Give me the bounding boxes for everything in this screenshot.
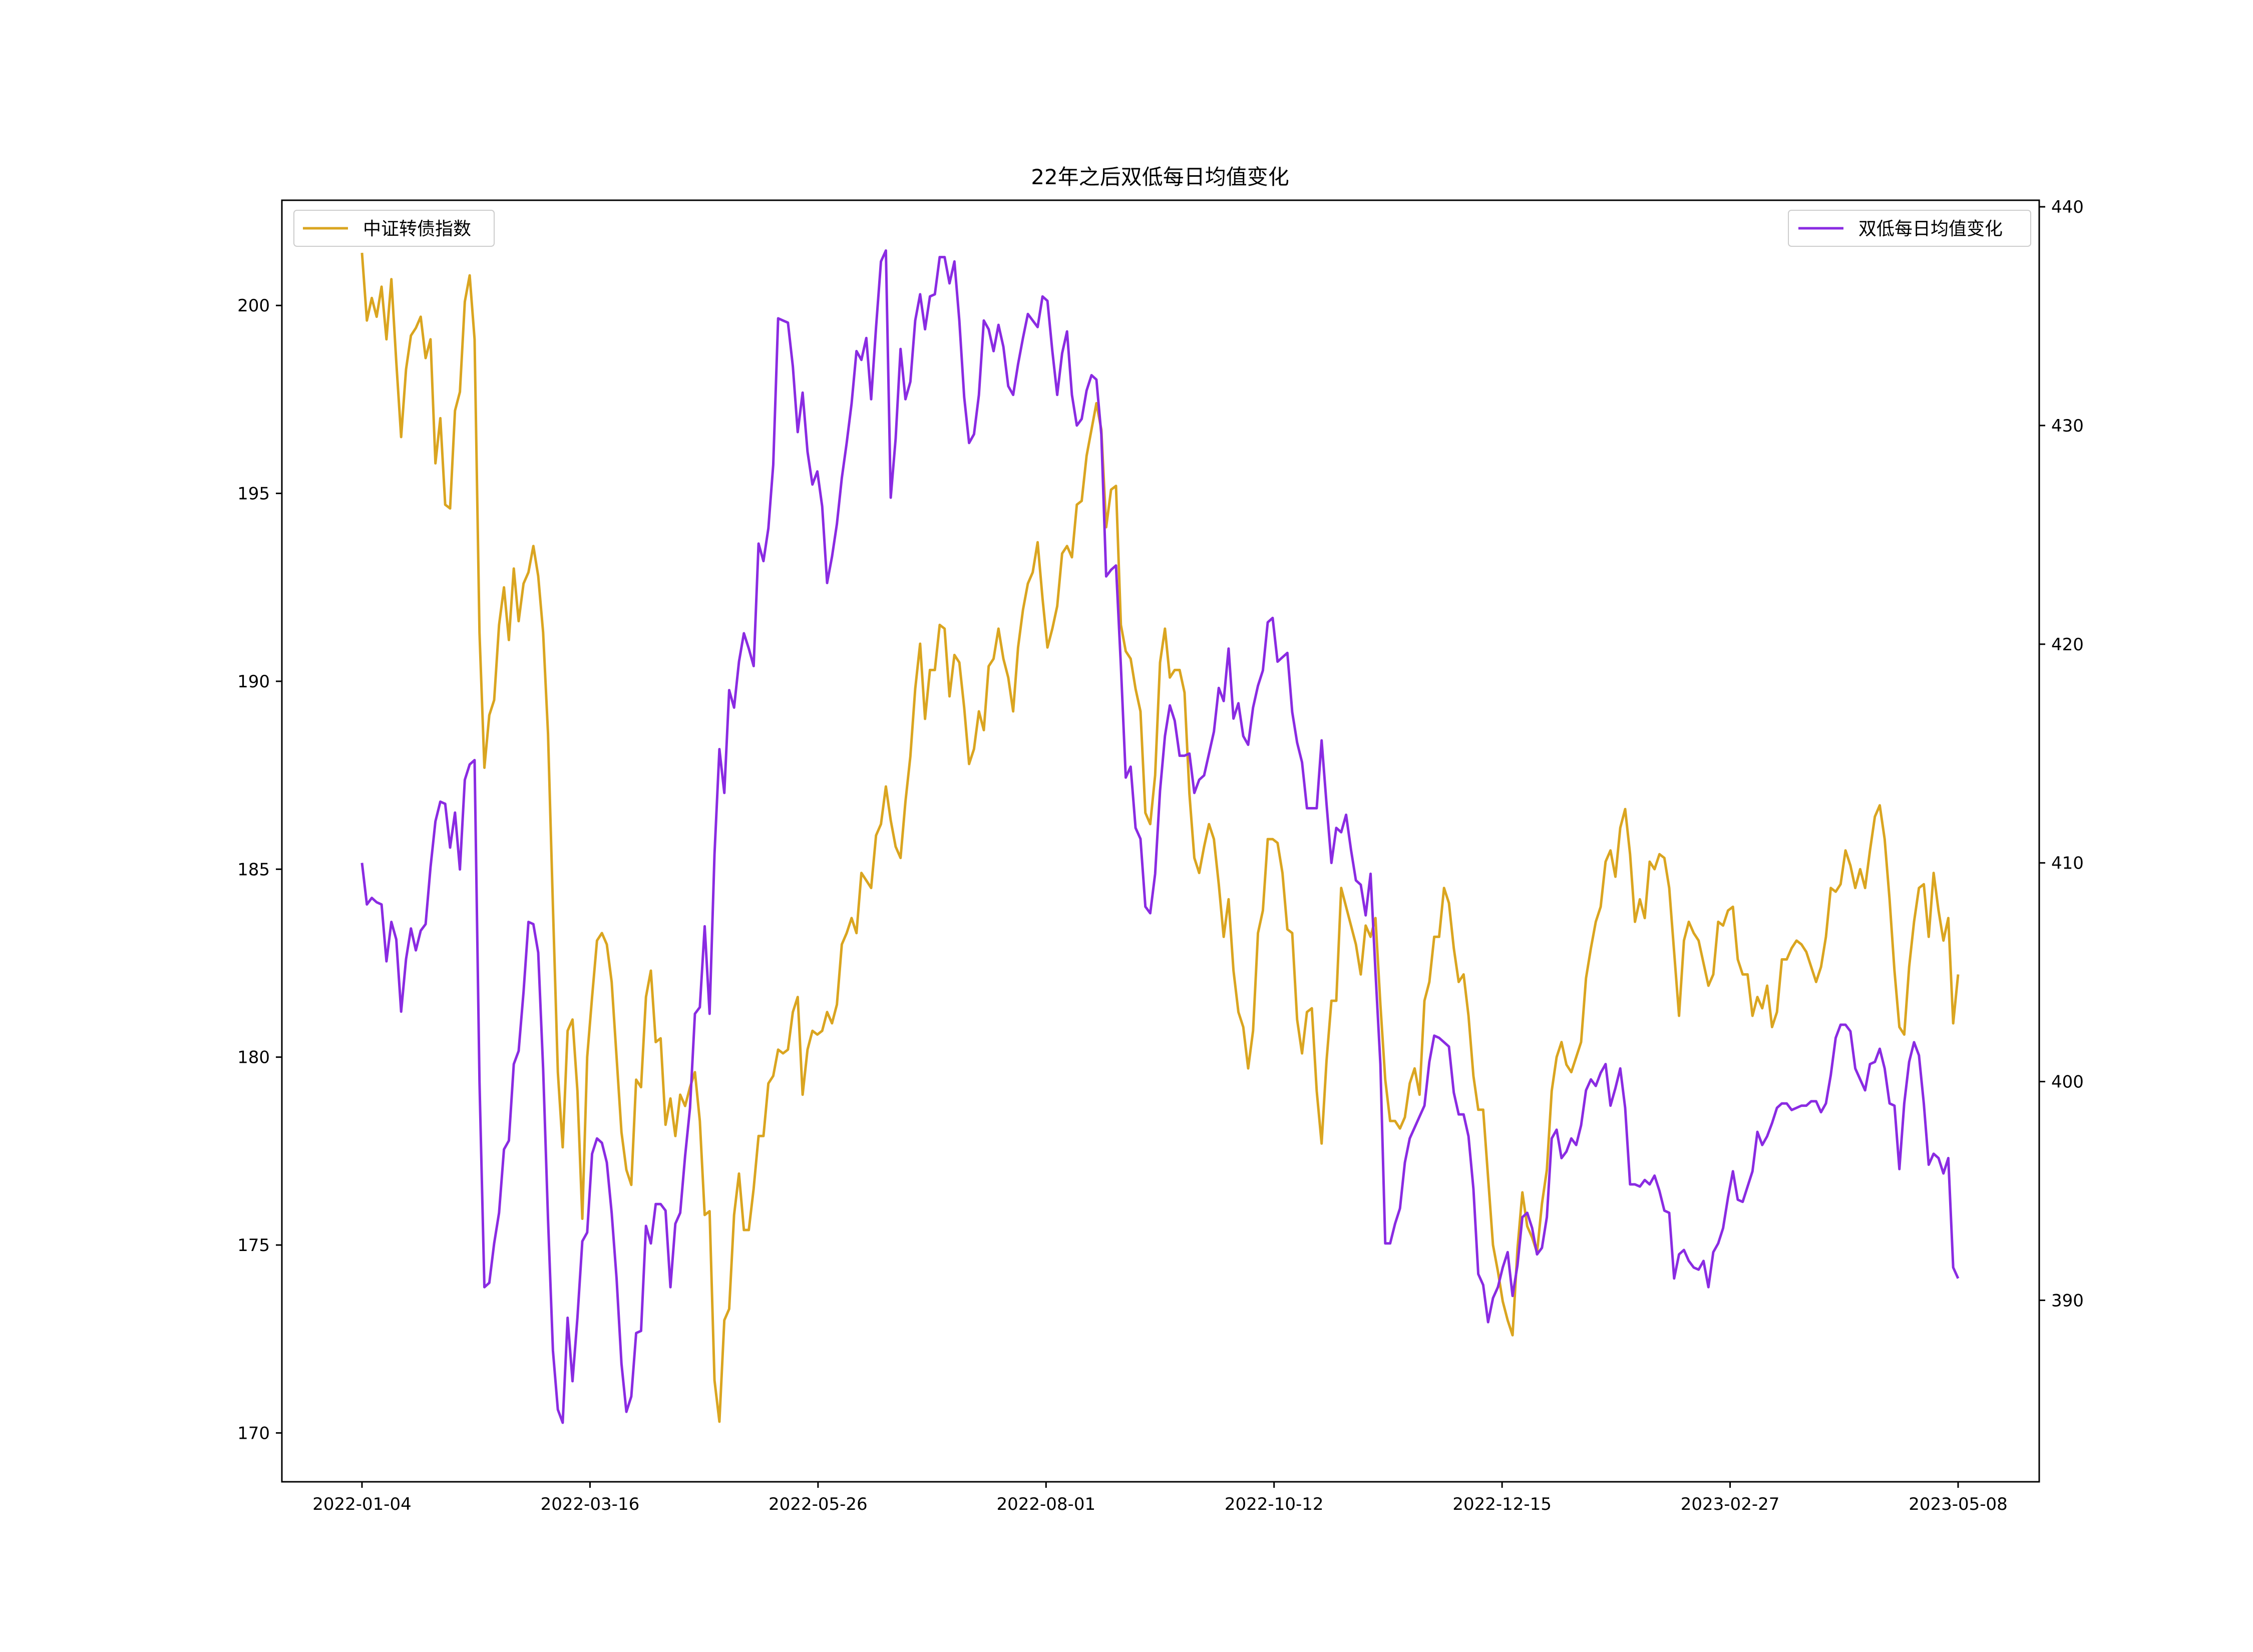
x-tick-label: 2022-05-26 <box>769 1494 868 1514</box>
legend-right: 双低每日均值变化 <box>1788 210 2031 247</box>
left-tick-label: 185 <box>237 860 270 880</box>
x-axis: 2022-01-04 2022-03-16 2022-05-26 2022-08-01… <box>312 1482 2008 1514</box>
x-tick-label: 2022-10-12 <box>1225 1494 1324 1514</box>
right-axis: 390 400 410 420 430 440 <box>2039 197 2084 1311</box>
left-tick-label: 195 <box>237 484 270 504</box>
legend-left-label: 中证转债指数 <box>363 219 471 239</box>
plot-frame <box>281 199 2040 1483</box>
left-tick-label: 190 <box>237 672 270 692</box>
left-tick-label: 200 <box>237 296 270 316</box>
right-tick-label: 430 <box>2051 416 2084 436</box>
left-axis: 170 175 180 185 190 195 200 <box>237 296 282 1443</box>
left-tick-label: 175 <box>237 1235 270 1256</box>
x-tick-label: 2022-01-04 <box>312 1494 412 1514</box>
x-tick-label: 2022-12-15 <box>1452 1494 1552 1514</box>
x-tick-label: 2023-02-27 <box>1681 1494 1780 1514</box>
legend-right-box <box>1788 210 2031 247</box>
right-tick-label: 390 <box>2051 1291 2084 1311</box>
right-tick-label: 410 <box>2051 854 2084 874</box>
legend-left: 中证转债指数 <box>293 210 495 247</box>
right-tick-label: 420 <box>2051 635 2084 655</box>
x-tick-label: 2022-08-01 <box>996 1494 1095 1514</box>
right-tick-label: 400 <box>2051 1072 2084 1092</box>
right-tick-label: 440 <box>2051 197 2084 217</box>
x-tick-label: 2023-05-08 <box>1909 1494 2008 1514</box>
plot-lines <box>360 249 1960 1424</box>
series-line-1 <box>360 252 1960 1423</box>
legend-right-label: 双低每日均值变化 <box>1858 219 2003 239</box>
legend-left-box <box>293 210 495 247</box>
chart-title: 22年之后双低每日均值变化 <box>1031 165 1289 189</box>
left-tick-label: 170 <box>237 1423 270 1443</box>
x-tick-label: 2022-03-16 <box>541 1494 640 1514</box>
series-line-2 <box>360 249 1960 1424</box>
left-tick-label: 180 <box>237 1048 270 1068</box>
